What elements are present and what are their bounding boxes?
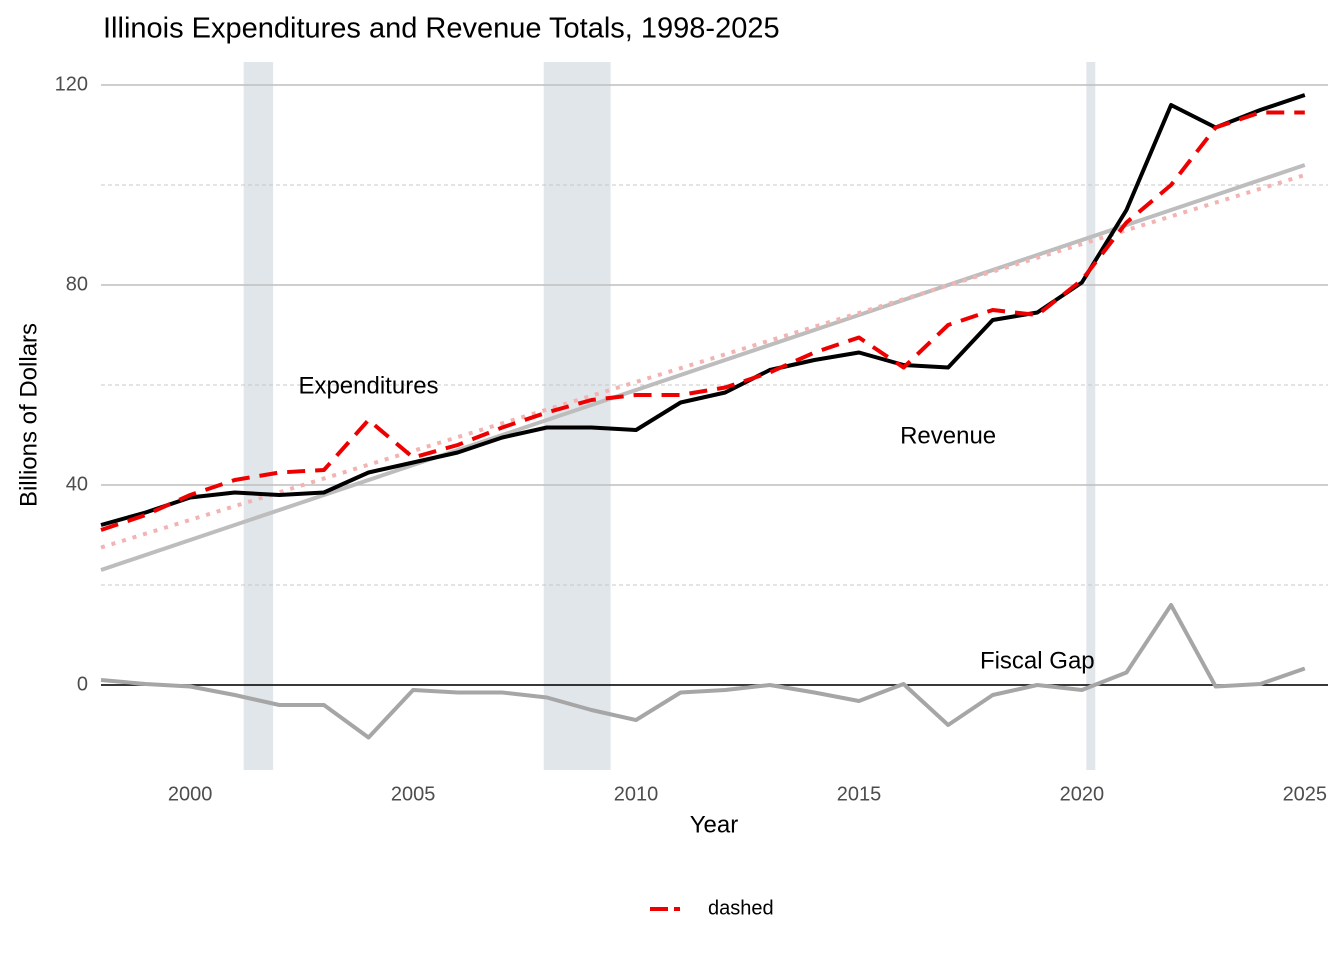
trend-line <box>100 173 1306 550</box>
recession-band <box>243 62 274 770</box>
y-axis-title: Billions of Dollars <box>15 323 42 507</box>
x-tick-label: 2025 <box>1283 783 1328 805</box>
recession-band <box>1086 62 1096 770</box>
x-tick-label: 2005 <box>391 783 436 805</box>
y-tick-label: 40 <box>66 473 88 495</box>
x-tick-label: 2000 <box>168 783 213 805</box>
y-tick-label: 0 <box>77 673 88 695</box>
annotation: Fiscal Gap <box>980 647 1095 674</box>
annotation: Expenditures <box>298 372 438 399</box>
x-axis-title: Year <box>690 811 739 838</box>
series-line <box>100 93 1306 527</box>
series-line <box>100 110 1305 532</box>
y-tick-label: 80 <box>66 273 88 295</box>
trend-line <box>100 163 1306 572</box>
legend-label: dashed <box>708 897 774 919</box>
y-tick-label: 120 <box>55 73 88 95</box>
chart-title: Illinois Expenditures and Revenue Totals… <box>103 13 780 45</box>
x-tick-label: 2010 <box>614 783 659 805</box>
x-tick-label: 2015 <box>837 783 882 805</box>
series-line <box>100 603 1306 740</box>
annotation: Revenue <box>900 422 996 449</box>
x-tick-label: 2020 <box>1060 783 1105 805</box>
